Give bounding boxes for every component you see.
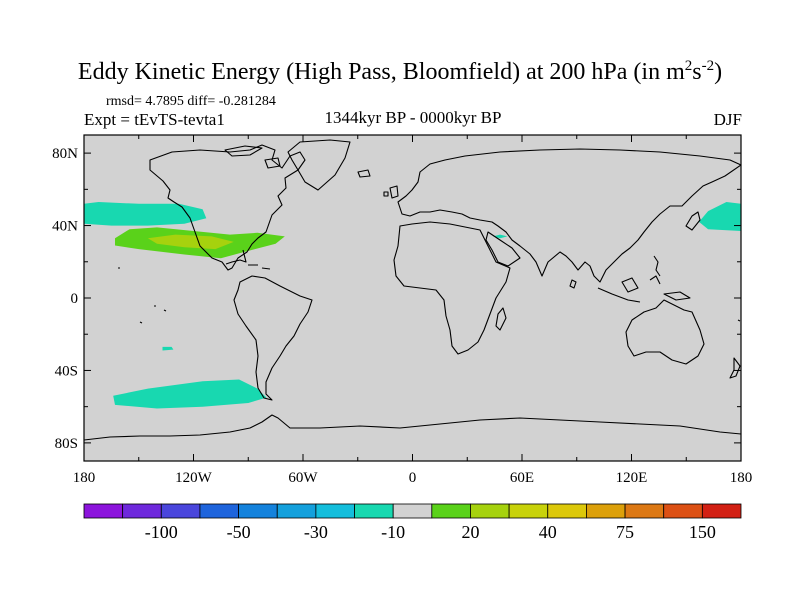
coastline-eurasia xyxy=(397,148,741,283)
coastline-british-isles xyxy=(383,185,399,199)
coastline-antarctica xyxy=(84,414,741,441)
title-suffix: ) xyxy=(714,59,723,85)
lon-tick-label: 180 xyxy=(730,470,753,486)
colorbar-swatch xyxy=(199,503,239,519)
colorbar-label: -50 xyxy=(227,522,251,542)
coastline-iceland xyxy=(357,169,371,178)
lat-tick-label: 0 xyxy=(71,291,79,307)
title-sup-2: -2 xyxy=(701,58,715,74)
lon-tick-label: 0 xyxy=(409,470,417,486)
anomaly-layer xyxy=(84,202,741,409)
colorbar-swatch xyxy=(83,503,124,519)
colorbar-label: -30 xyxy=(304,522,328,542)
anomaly-arabian-sea-negative xyxy=(492,234,508,239)
coastline-arabia xyxy=(485,231,521,267)
colorbar-swatch xyxy=(701,503,742,519)
lat-tick-label: 40S xyxy=(55,363,78,379)
colorbar-label: 150 xyxy=(689,522,716,542)
colorbar-swatch xyxy=(122,503,162,519)
anomaly-east-pacific-core xyxy=(147,234,234,250)
coastline-madagascar xyxy=(495,307,507,331)
lon-tick-label: 120W xyxy=(175,470,213,486)
colorbar-label: 40 xyxy=(539,522,557,542)
period-label: 1344kyr BP - 0000kyr BP xyxy=(324,108,502,127)
title-mid: s xyxy=(692,59,702,85)
axis-layer: 80N 40N 0 40S 80S 180 120W 60W 0 60E 120E 180 xyxy=(52,135,752,486)
colorbar-swatch xyxy=(586,503,626,519)
colorbar-label: 20 xyxy=(461,522,479,542)
lon-tick-label: 60W xyxy=(288,470,318,486)
colorbar-swatch xyxy=(276,503,317,519)
coastline-greenland xyxy=(287,139,351,191)
colorbar-swatch xyxy=(392,503,433,519)
anomaly-southern-ocean-negative xyxy=(113,379,267,409)
lat-tick-label: 40N xyxy=(52,219,78,235)
coastline-gulf xyxy=(225,249,247,265)
lon-tick-label: 180 xyxy=(73,470,96,486)
plot-title: Eddy Kinetic Energy (High Pass, Bloomfie… xyxy=(0,58,800,86)
coastline-caribbean xyxy=(248,264,271,270)
experiment-label: Expt = tEvTS-tevta1 xyxy=(84,110,225,129)
colorbar-swatch xyxy=(431,503,471,519)
lon-tick-label: 120E xyxy=(616,470,648,486)
colorbar-label: -10 xyxy=(381,522,405,542)
colorbar-swatch xyxy=(315,503,355,519)
lat-tick-label: 80N xyxy=(52,146,78,162)
colorbar-swatch xyxy=(508,503,549,519)
colorbar-swatch xyxy=(354,503,394,519)
stats-line: rmsd= 4.7895 diff= -0.281284 xyxy=(106,94,276,109)
title-prefix: Eddy Kinetic Energy (High Pass, Bloomfie… xyxy=(77,59,685,85)
map-background xyxy=(84,135,741,461)
colorbar-swatch xyxy=(238,503,278,519)
season-label: DJF xyxy=(713,110,742,129)
coastline-new-zealand xyxy=(729,357,741,379)
coastline-arctic-islands xyxy=(224,145,281,169)
colorbar-label: 75 xyxy=(616,522,634,542)
coastline-philippines xyxy=(653,255,661,277)
coastline-africa xyxy=(393,221,511,355)
lon-tick-label: 60E xyxy=(510,470,534,486)
anomaly-north-pacific-negative xyxy=(84,202,207,226)
colorbar-swatch xyxy=(470,503,510,519)
coastline-sri-lanka xyxy=(569,279,577,289)
lat-tick-label: 80S xyxy=(55,436,78,452)
anomaly-west-pacific-negative xyxy=(699,202,741,231)
coastline-australia xyxy=(625,299,705,365)
coastline-south-america xyxy=(233,275,313,401)
colorbar-swatch xyxy=(624,503,665,519)
colorbar: -100 -50 -30 -10 20 40 75 150 xyxy=(83,503,742,542)
coastline-north-america xyxy=(149,144,306,271)
colorbar-label: -100 xyxy=(145,522,178,542)
anomaly-south-pacific-patch xyxy=(162,346,174,351)
colorbar-swatch xyxy=(547,503,587,519)
colorbar-swatch xyxy=(160,503,201,519)
title-sup-1: 2 xyxy=(684,58,693,74)
coastline-japan xyxy=(685,211,701,231)
coastline-layer xyxy=(84,139,741,441)
colorbar-swatch xyxy=(663,503,703,519)
coastline-pacific-islands xyxy=(118,267,741,324)
coastline-indonesia xyxy=(597,275,691,303)
